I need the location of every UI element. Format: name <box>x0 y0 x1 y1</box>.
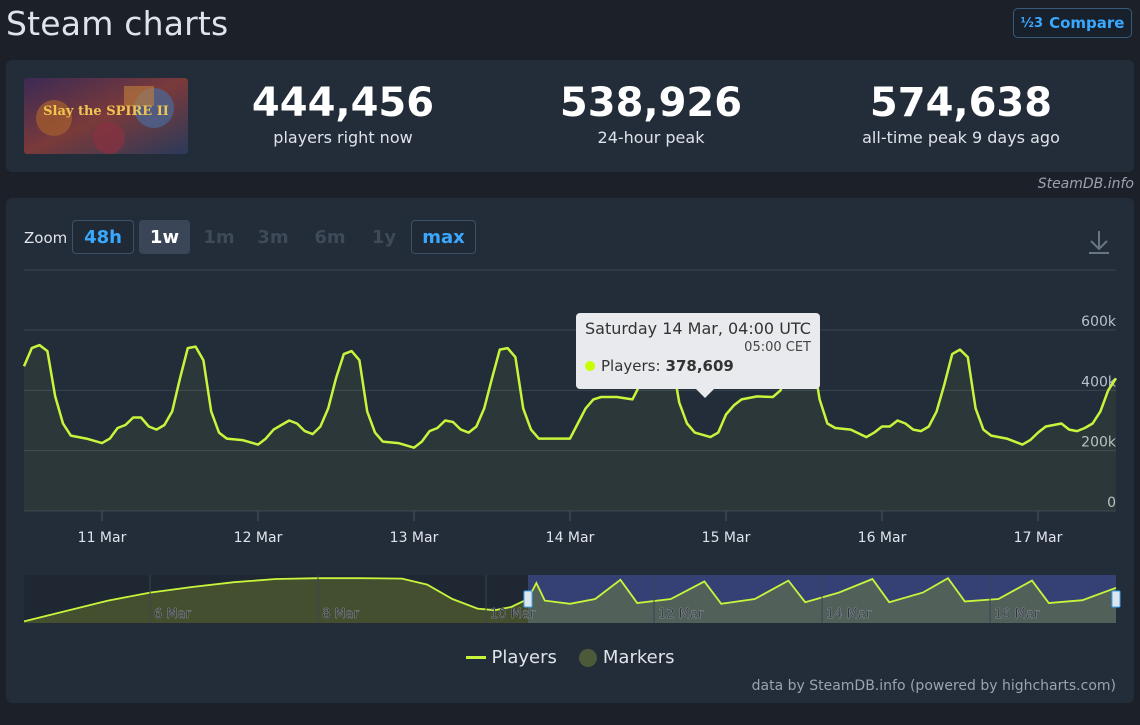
compare-button[interactable]: ½3 Compare <box>1013 8 1132 38</box>
highcharts-credit[interactable]: data by SteamDB.info (powered by highcha… <box>751 678 1116 694</box>
x-tick-label: 14 Mar <box>546 530 595 546</box>
download-icon[interactable] <box>1086 228 1112 256</box>
chart-panel: Zoom 48h 1w 1m 3m 6m 1y max 0 200k 400k 600… <box>6 198 1134 703</box>
tooltip-series-dot-icon <box>585 361 595 371</box>
peak-24h-value: 538,926 <box>559 80 743 126</box>
navigator-tick-label: 8 Mar <box>322 607 360 622</box>
players-line-icon <box>465 656 486 659</box>
x-tick-label: 15 Mar <box>702 530 751 546</box>
zoom-3m-button[interactable]: 3m <box>257 226 289 248</box>
zoom-6m-button[interactable]: 6m <box>314 226 346 248</box>
y-tick-label: 0 <box>1107 495 1116 511</box>
navigator-tick-label: 10 Mar <box>490 607 536 622</box>
tooltip-value: 378,609 <box>665 357 734 375</box>
legend-players-label: Players <box>491 647 557 668</box>
tooltip-date: Saturday 14 Mar, 04:00 UTC <box>585 319 811 338</box>
x-tick-label: 16 Mar <box>858 530 907 546</box>
zoom-1w-button[interactable]: 1w <box>139 220 190 254</box>
tooltip-local-time: 05:00 CET <box>744 340 811 355</box>
tooltip-series-name: Players: <box>601 357 661 375</box>
stat-current: 444,456 players right now <box>243 78 443 148</box>
y-tick-label: 200k <box>1081 435 1117 451</box>
chart-tooltip: Saturday 14 Mar, 04:00 UTC 05:00 CET Pla… <box>576 313 820 398</box>
current-players-label: players right now <box>273 128 413 147</box>
legend-markers[interactable]: Markers <box>578 647 675 668</box>
x-tick-label: 13 Mar <box>390 530 439 546</box>
page-title: Steam charts <box>6 4 229 43</box>
navigator-area <box>24 578 1116 623</box>
peak-24h-label: 24-hour peak <box>597 128 705 147</box>
game-thumbnail[interactable]: Slay the SPIRE II <box>24 78 188 154</box>
game-logo-text: Slay the SPIRE II <box>43 104 169 119</box>
legend-markers-label: Markers <box>602 647 675 668</box>
y-tick-label: 400k <box>1081 374 1117 390</box>
navigator-right-handle[interactable] <box>1111 590 1121 608</box>
game-art-image: Slay the SPIRE II <box>24 78 188 154</box>
navigator-tick-label: 6 Mar <box>154 607 192 622</box>
compare-label: Compare <box>1049 14 1125 32</box>
navigator-line <box>23 577 1117 623</box>
x-tick-label: 12 Mar <box>234 530 283 546</box>
zoom-label: Zoom <box>24 229 68 247</box>
current-players-value: 444,456 <box>251 80 435 126</box>
steamdb-credit[interactable]: SteamDB.info <box>1037 176 1134 192</box>
navigator-tick-label: 14 Mar <box>826 607 872 622</box>
navigator-left-handle[interactable] <box>523 590 533 608</box>
zoom-1m-button[interactable]: 1m <box>203 226 235 248</box>
chart-legend: Players Markers <box>6 647 1134 668</box>
markers-dot-icon <box>578 648 597 667</box>
legend-players[interactable]: Players <box>465 647 557 668</box>
x-tick-label: 11 Mar <box>78 530 127 546</box>
alltime-peak-value: 574,638 <box>869 80 1053 126</box>
stat-alltime-peak: 574,638 all-time peak 9 days ago <box>836 78 1086 148</box>
navigator-tick-label: 12 Mar <box>658 607 704 622</box>
tooltip-row: Players: 378,609 <box>585 357 811 375</box>
stat-24h-peak: 538,926 24-hour peak <box>551 78 751 148</box>
navigator-tick-label: 16 Mar <box>994 607 1040 622</box>
zoom-48h-button[interactable]: 48h <box>72 220 134 254</box>
alltime-peak-label: all-time peak 9 days ago <box>862 128 1060 147</box>
y-tick-label: 600k <box>1081 314 1117 330</box>
zoom-1y-button[interactable]: 1y <box>371 226 397 248</box>
players-chart[interactable]: 0 200k 400k 600k 11 Mar 12 Mar 13 Mar 14 Mar 15 … <box>6 198 1134 703</box>
compare-icon: ½3 <box>1020 15 1044 31</box>
x-tick-label: 17 Mar <box>1014 530 1063 546</box>
stats-panel: Slay the SPIRE II 444,456 players right … <box>6 60 1134 172</box>
zoom-max-button[interactable]: max <box>411 220 476 254</box>
players-line <box>22 340 1118 449</box>
players-area <box>24 342 1116 511</box>
